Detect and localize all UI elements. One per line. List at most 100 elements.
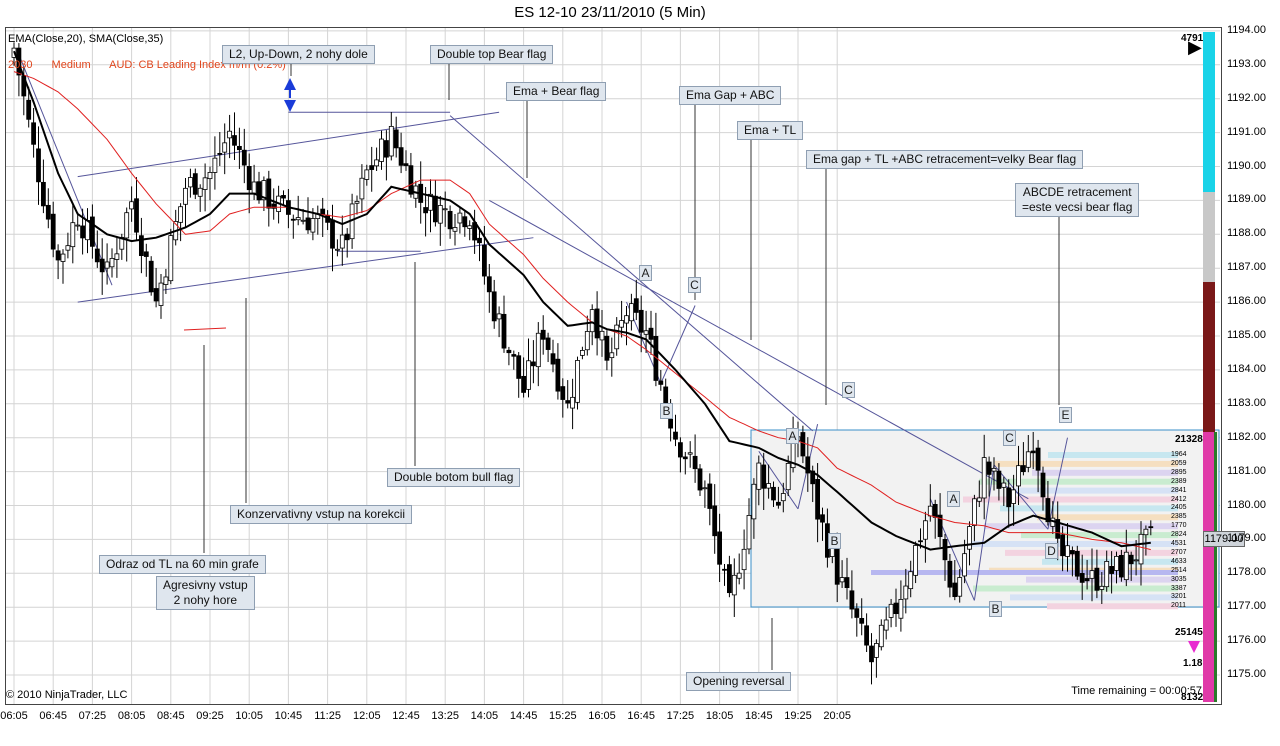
y-tick-label: 1175.00 xyxy=(1227,668,1266,680)
candle-body xyxy=(124,212,130,239)
y-tick-label: 1181.00 xyxy=(1227,464,1266,477)
candle-body xyxy=(913,545,918,576)
candle-body xyxy=(305,217,311,231)
wave-label-a: A xyxy=(947,491,960,507)
annotation-konzervativny: Konzervativny vstup na korekcii xyxy=(230,505,413,524)
candle-body xyxy=(41,181,46,207)
candle-body xyxy=(967,526,972,550)
candle-body xyxy=(383,140,389,158)
volume-profile-bar xyxy=(1037,514,1178,521)
candle-body xyxy=(1084,578,1090,582)
volume-profile-label: 3201 xyxy=(1171,593,1187,601)
candle-body xyxy=(1148,526,1154,529)
candle-body xyxy=(766,483,771,489)
candle-body xyxy=(874,643,879,658)
x-tick-label: 06:45 xyxy=(39,710,67,722)
candle-body xyxy=(927,505,933,517)
candle-body xyxy=(918,540,923,543)
candle-body xyxy=(60,253,66,262)
candle-body xyxy=(991,467,997,472)
play-icon[interactable]: ▶ xyxy=(1188,37,1202,58)
wave-label-c: C xyxy=(688,277,701,293)
volume-profile-label: 2389 xyxy=(1171,477,1187,485)
candle-body xyxy=(1104,561,1110,588)
sma-line xyxy=(13,71,1151,551)
candle-body xyxy=(947,560,953,588)
candle-body xyxy=(981,457,987,499)
volume-profile-bar xyxy=(973,585,1178,592)
volume-profile-bar xyxy=(871,570,1178,575)
volume-profile-label: 2059 xyxy=(1171,459,1187,467)
y-tick-label: 1183.00 xyxy=(1227,396,1266,409)
y-tick-label: 1186.00 xyxy=(1227,295,1266,308)
candle-body xyxy=(241,149,247,166)
x-tick-label: 18:45 xyxy=(745,710,773,722)
candle-body xyxy=(986,461,992,475)
candle-body xyxy=(114,253,120,260)
candle-body xyxy=(447,210,453,230)
volume-profile-bar xyxy=(1016,487,1178,494)
candle-body xyxy=(501,313,507,349)
news-impact: Medium xyxy=(51,59,91,71)
trendline xyxy=(758,450,799,510)
annotation-ema-bear: Ema + Bear flag xyxy=(506,82,607,101)
last-price-tag: 1179.00 xyxy=(1203,531,1245,547)
trendline xyxy=(449,115,814,432)
candle-body xyxy=(354,200,360,204)
candle-body xyxy=(692,455,698,470)
candle-body xyxy=(727,564,732,594)
candle-body xyxy=(1128,554,1134,565)
candle-body xyxy=(604,335,610,361)
x-tick-label: 08:45 xyxy=(157,710,185,722)
candle-body xyxy=(717,531,722,565)
candle-body xyxy=(526,360,531,390)
volume-profile-label: 4531 xyxy=(1171,540,1187,547)
candle-body xyxy=(442,208,448,211)
volume-profile xyxy=(871,452,1178,610)
candle-body xyxy=(261,180,267,201)
candle-body xyxy=(1060,534,1065,557)
candle-body xyxy=(432,195,438,223)
candle-body xyxy=(633,298,639,313)
candle-body xyxy=(653,336,659,381)
candle-body xyxy=(609,352,615,359)
y-tick-label: 1194.00 xyxy=(1227,23,1266,36)
candle-body xyxy=(584,331,590,351)
volume-profile-bar xyxy=(1010,594,1178,601)
candle-body xyxy=(232,135,237,146)
candle-body xyxy=(614,324,620,350)
trendline xyxy=(973,464,995,601)
annotation-opening: Opening reversal xyxy=(686,672,792,691)
candle-body xyxy=(1021,465,1026,473)
wave-label-c: C xyxy=(842,382,855,398)
grid-lines xyxy=(6,28,1220,704)
candle-body xyxy=(756,462,762,490)
x-tick-label: 14:05 xyxy=(470,710,499,722)
candle-body xyxy=(898,598,904,619)
candle-body xyxy=(1138,533,1144,565)
x-tick-label: 11:25 xyxy=(314,710,341,722)
y-tick-label: 1192.00 xyxy=(1227,91,1266,104)
candle-body xyxy=(697,468,703,491)
top-volume-value: 4791 xyxy=(1181,33,1204,44)
candle-body xyxy=(222,142,228,153)
candle-body xyxy=(408,165,414,195)
annotation-ema-tl: Ema + TL xyxy=(737,121,804,140)
candle-body xyxy=(663,386,669,406)
candle-body xyxy=(369,165,375,170)
candle-body xyxy=(560,386,566,400)
candle-body xyxy=(320,208,326,215)
trendline xyxy=(1047,437,1068,530)
magenta-arrow-icon xyxy=(1188,641,1200,653)
x-tick-label: 19:25 xyxy=(784,710,812,722)
candle-body xyxy=(908,571,914,590)
candle-body xyxy=(379,138,384,162)
candle-body xyxy=(815,478,820,520)
candle-body xyxy=(555,358,561,392)
candle-body xyxy=(339,234,345,249)
candle-body xyxy=(109,257,115,268)
candle-body xyxy=(682,456,688,460)
candle-body xyxy=(428,193,433,211)
candle-body xyxy=(849,590,855,610)
